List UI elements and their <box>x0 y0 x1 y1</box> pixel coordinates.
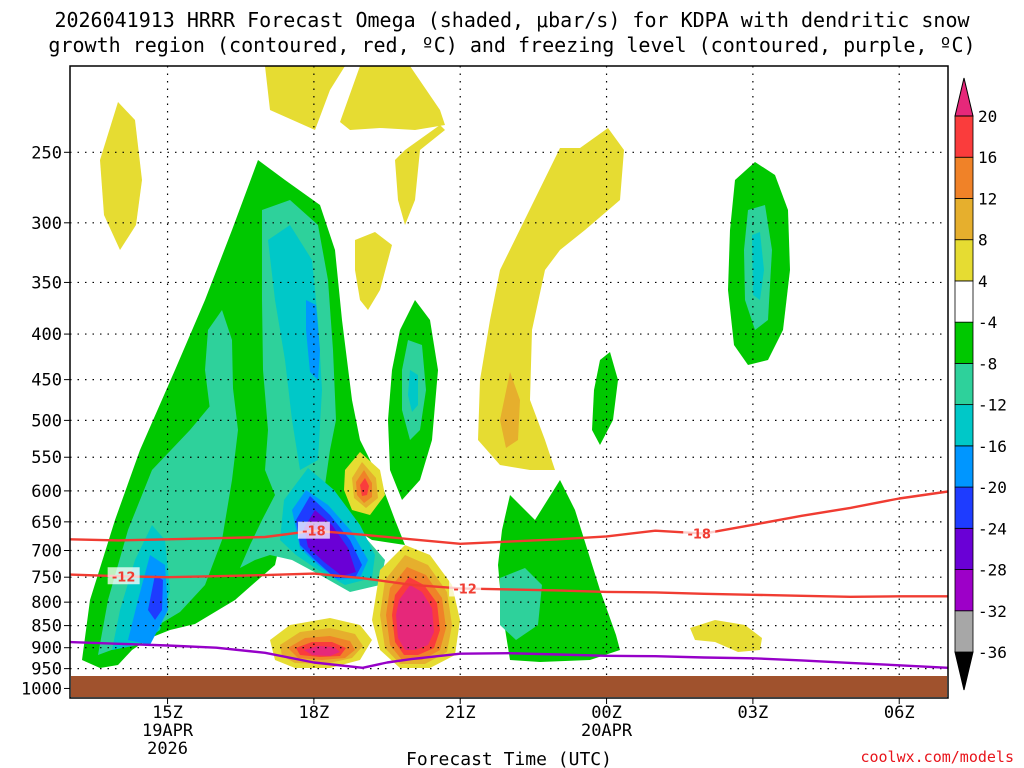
colorbar-label-12: 12 <box>978 189 997 208</box>
colorbar-segment--16-to--12 <box>954 404 974 447</box>
y-tick-label-300: 300 <box>31 214 62 234</box>
x-tick-label-15Z: 15Z <box>152 703 183 723</box>
dgz-minus-12-label-0: -12 <box>112 570 136 585</box>
y-tick-label-400: 400 <box>31 325 62 345</box>
x-tick-sublabel-19APR: 19APR <box>142 721 194 741</box>
omega-colorbar: -36 -32 -28 -24 -20 -16 -12 -8 -4 4 8 12 16 20 <box>954 77 1007 691</box>
colorbar-segment-4-to-8 <box>954 239 974 282</box>
dgz-minus-18-label-1: -18 <box>687 527 711 542</box>
shaded-omega-field <box>82 66 790 668</box>
x-tick-label-03Z: 03Z <box>738 703 769 723</box>
y-tick-label-350: 350 <box>31 273 62 293</box>
colorbar-segment-16-to-20 <box>954 115 974 158</box>
colorbar-segment-12-to-16 <box>954 156 974 199</box>
colorbar-segment--4-to-4 <box>954 280 974 323</box>
x-axis-label: Forecast Time (UTC) <box>406 749 612 768</box>
freezing-level-0-line <box>69 640 949 669</box>
x-tick-label-18Z: 18Z <box>299 703 330 723</box>
colorbar-label--16: -16 <box>978 437 1007 456</box>
colorbar-top-arrow <box>954 77 974 117</box>
colorbar-segment--12-to--8 <box>954 362 974 406</box>
colorbar-segment--8-to--4 <box>954 321 974 364</box>
x-tick-label-21Z: 21Z <box>445 703 476 723</box>
y-tick-label-650: 650 <box>31 513 62 533</box>
dgz-minus-12-label-bg-1 <box>449 579 482 597</box>
y-tick-label-1000: 1000 <box>21 679 62 699</box>
colorbar-segment--32-to--28 <box>954 569 974 612</box>
x-tick-sublabel-2026: 2026 <box>147 739 188 759</box>
dgz-minus-12-label-1: -12 <box>453 582 477 597</box>
colorbar-label-4: 4 <box>978 272 988 291</box>
x-tick-label-06Z: 06Z <box>884 703 915 723</box>
colorbar-label--12: -12 <box>978 396 1007 415</box>
y-tick-label-500: 500 <box>31 411 62 431</box>
y-tick-label-700: 700 <box>31 542 62 562</box>
chart-title-line1: 2026041913 HRRR Forecast Omega (shaded, … <box>54 8 970 32</box>
colorbar-label--36: -36 <box>978 643 1007 662</box>
y-tick-label-600: 600 <box>31 482 62 502</box>
plot-frame <box>69 65 949 699</box>
colorbar-segment--20-to--16 <box>954 445 974 488</box>
y-tick-label-800: 800 <box>31 593 62 613</box>
colorbar-label--28: -28 <box>978 561 1007 580</box>
chart-title: 2026041913 HRRR Forecast Omega (shaded, … <box>0 8 1024 58</box>
colorbar-label-16: 16 <box>978 148 997 167</box>
temperature-contours: -18 -18 -12 -12 <box>69 490 949 669</box>
dgz-minus-12-line <box>69 572 948 598</box>
colorbar-label--24: -24 <box>978 519 1007 538</box>
y-tick-label-900: 900 <box>31 639 62 659</box>
sinking-20-region <box>304 585 434 656</box>
dgz-minus-18-label-bg-1 <box>683 524 716 542</box>
y-tick-label-550: 550 <box>31 448 62 468</box>
colorbar-segment--28-to--24 <box>954 527 974 570</box>
colorbar-label--20: -20 <box>978 478 1007 497</box>
dgz-minus-18-label-bg-0 <box>297 521 330 539</box>
colorbar-label--4: -4 <box>978 313 997 332</box>
dgz-minus-18-line <box>69 490 949 545</box>
dgz-minus-12-label-bg-0 <box>107 567 140 585</box>
dgz-minus-18-label-0: -18 <box>302 525 326 540</box>
colorbar-bottom-arrow <box>954 651 974 691</box>
colorbar-segment--24-to--20 <box>954 486 974 529</box>
colorbar-segment-8-to-12 <box>954 198 974 241</box>
x-tick-label-00Z: 00Z <box>591 703 622 723</box>
y-tick-label-850: 850 <box>31 617 62 637</box>
y-tick-label-250: 250 <box>31 143 62 163</box>
y-tick-label-950: 950 <box>31 660 62 680</box>
pressure-axis: 2503003504004505005506006507007508008509… <box>21 143 70 699</box>
colorbar-label--8: -8 <box>978 354 997 373</box>
site-credit: coolwx.com/models <box>860 748 1014 766</box>
colorbar-segment--36-to--32 <box>954 610 974 653</box>
ground-terrain-band <box>71 676 947 697</box>
y-tick-label-750: 750 <box>31 568 62 588</box>
x-tick-sublabel-20APR: 20APR <box>581 721 633 741</box>
y-tick-label-450: 450 <box>31 371 62 391</box>
chart-title-line2: growth region (contoured, red, ºC) and f… <box>48 33 976 57</box>
colorbar-label-20: 20 <box>978 107 997 126</box>
colorbar-label--32: -32 <box>978 602 1007 621</box>
colorbar-label-8: 8 <box>978 231 988 250</box>
